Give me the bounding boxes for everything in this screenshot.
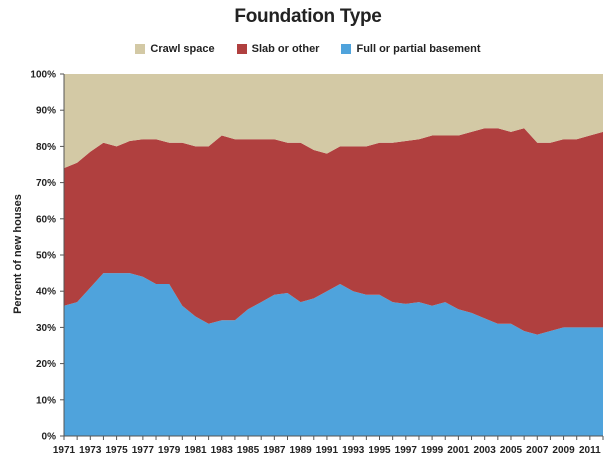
- x-tick-label: 2003: [474, 445, 497, 456]
- x-tick-label: 1985: [237, 445, 260, 456]
- legend-label-crawl-space: Crawl space: [150, 43, 215, 55]
- area-slab-or-other: [64, 128, 603, 335]
- legend-item-slab-or-other: Slab or other: [236, 43, 320, 55]
- legend-swatch-crawl-space: [135, 44, 146, 54]
- x-tick-label: 1973: [79, 445, 102, 456]
- legend-swatch-basement: [341, 44, 352, 54]
- area-full-or-partial-basement: [64, 273, 603, 436]
- y-tick-label: 50%: [36, 251, 56, 262]
- x-tick-label: 2011: [579, 445, 601, 456]
- x-tick-label: 1993: [342, 445, 365, 456]
- x-tick-label: 1975: [105, 445, 128, 456]
- area-crawl-space: [64, 74, 603, 169]
- x-tick-label: 1979: [158, 445, 181, 456]
- x-tick-label: 1995: [368, 445, 391, 456]
- x-tick-label: 2009: [552, 445, 575, 456]
- x-tick-label: 1977: [132, 445, 155, 456]
- legend-swatch-slab-or-other: [236, 44, 247, 54]
- legend: Crawl space Slab or other Full or partia…: [0, 43, 616, 55]
- legend-item-basement: Full or partial basement: [341, 43, 481, 55]
- x-tick-label: 2007: [526, 445, 549, 456]
- y-tick-label: 80%: [36, 142, 56, 153]
- x-tick-label: 1991: [316, 445, 339, 456]
- x-tick-label: 1997: [395, 445, 418, 456]
- legend-label-slab-or-other: Slab or other: [251, 43, 320, 55]
- x-tick-label: 1983: [211, 445, 234, 456]
- y-tick-label: 10%: [36, 395, 56, 406]
- y-tick-label: 60%: [36, 214, 56, 225]
- y-tick-label: 0%: [42, 432, 57, 443]
- x-tick-label: 1981: [184, 445, 207, 456]
- y-tick-label: 90%: [36, 106, 56, 117]
- y-tick-label: 20%: [36, 359, 56, 370]
- x-tick-label: 2001: [447, 445, 470, 456]
- y-tick-label: 100%: [30, 70, 56, 81]
- x-tick-label: 1971: [53, 445, 76, 456]
- y-axis-title: Percent of new houses: [12, 194, 24, 314]
- legend-item-crawl-space: Crawl space: [135, 43, 215, 55]
- y-tick-label: 30%: [36, 323, 56, 334]
- y-tick-label: 70%: [36, 178, 56, 189]
- x-tick-label: 1999: [421, 445, 444, 456]
- x-tick-label: 2005: [500, 445, 523, 456]
- y-tick-label: 40%: [36, 287, 56, 298]
- legend-label-basement: Full or partial basement: [356, 43, 481, 55]
- x-tick-label: 1987: [263, 445, 286, 456]
- chart-title: Foundation Type: [234, 6, 382, 27]
- x-tick-label: 1989: [290, 445, 313, 456]
